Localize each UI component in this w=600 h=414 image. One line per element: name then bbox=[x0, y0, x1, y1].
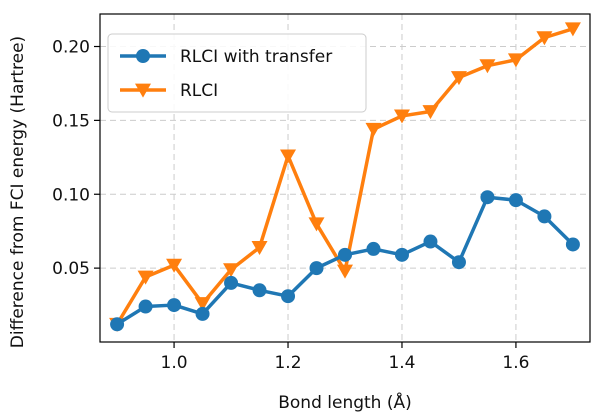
x-axis-label: Bond length (Å) bbox=[278, 391, 412, 413]
data-point bbox=[365, 122, 382, 137]
data-point bbox=[337, 264, 353, 279]
x-axis-ticks: 1.0 1.2 1.4 1.6 bbox=[161, 342, 529, 373]
x-tick-label: 1.6 bbox=[502, 353, 529, 373]
data-point bbox=[565, 237, 580, 252]
data-point bbox=[281, 289, 296, 304]
data-point bbox=[393, 109, 410, 124]
series-layer bbox=[109, 22, 581, 332]
legend-marker bbox=[136, 49, 150, 63]
data-point bbox=[338, 247, 352, 262]
y-tick-label: 0.05 bbox=[52, 259, 90, 279]
y-axis-label: Difference from FCI energy (Hartree) bbox=[8, 36, 28, 348]
data-point bbox=[536, 31, 553, 46]
data-point bbox=[252, 283, 267, 298]
data-point bbox=[480, 190, 495, 205]
x-tick-label: 1.0 bbox=[161, 353, 188, 373]
data-point bbox=[251, 241, 268, 256]
data-point bbox=[166, 258, 183, 273]
series-rlci bbox=[109, 22, 581, 332]
data-point bbox=[224, 275, 239, 290]
data-point bbox=[194, 297, 211, 312]
data-point bbox=[423, 234, 438, 249]
data-point bbox=[195, 306, 210, 321]
legend-marker bbox=[135, 83, 151, 98]
x-tick-label: 1.4 bbox=[388, 353, 415, 373]
data-point bbox=[366, 241, 381, 256]
data-point bbox=[394, 247, 409, 262]
x-tick-label: 1.2 bbox=[274, 353, 301, 373]
data-point bbox=[223, 263, 240, 278]
legend-label: RLCI with transfer bbox=[180, 47, 332, 67]
data-point bbox=[507, 53, 524, 68]
data-point bbox=[422, 105, 439, 120]
data-point bbox=[167, 298, 182, 313]
data-point bbox=[450, 71, 467, 86]
legend-label: RLCI bbox=[180, 81, 218, 101]
data-point bbox=[308, 217, 325, 232]
series-rlci-with-transfer bbox=[110, 190, 580, 332]
data-point bbox=[564, 22, 581, 37]
y-axis-ticks: 0.05 0.10 0.15 0.20 bbox=[52, 38, 100, 279]
y-tick-label: 0.10 bbox=[52, 185, 90, 205]
legend-box bbox=[107, 33, 367, 113]
data-point bbox=[479, 59, 496, 74]
y-tick-label: 0.15 bbox=[52, 111, 90, 131]
data-point bbox=[138, 299, 153, 314]
data-point bbox=[508, 193, 523, 208]
data-point bbox=[309, 261, 324, 276]
data-point bbox=[537, 209, 552, 224]
plot-frame bbox=[99, 13, 591, 343]
data-point bbox=[110, 317, 125, 332]
y-tick-label: 0.20 bbox=[52, 38, 90, 58]
data-point bbox=[451, 255, 466, 270]
data-point bbox=[137, 270, 154, 285]
legend: RLCI with transfer RLCI bbox=[107, 33, 367, 113]
data-point bbox=[280, 149, 297, 164]
